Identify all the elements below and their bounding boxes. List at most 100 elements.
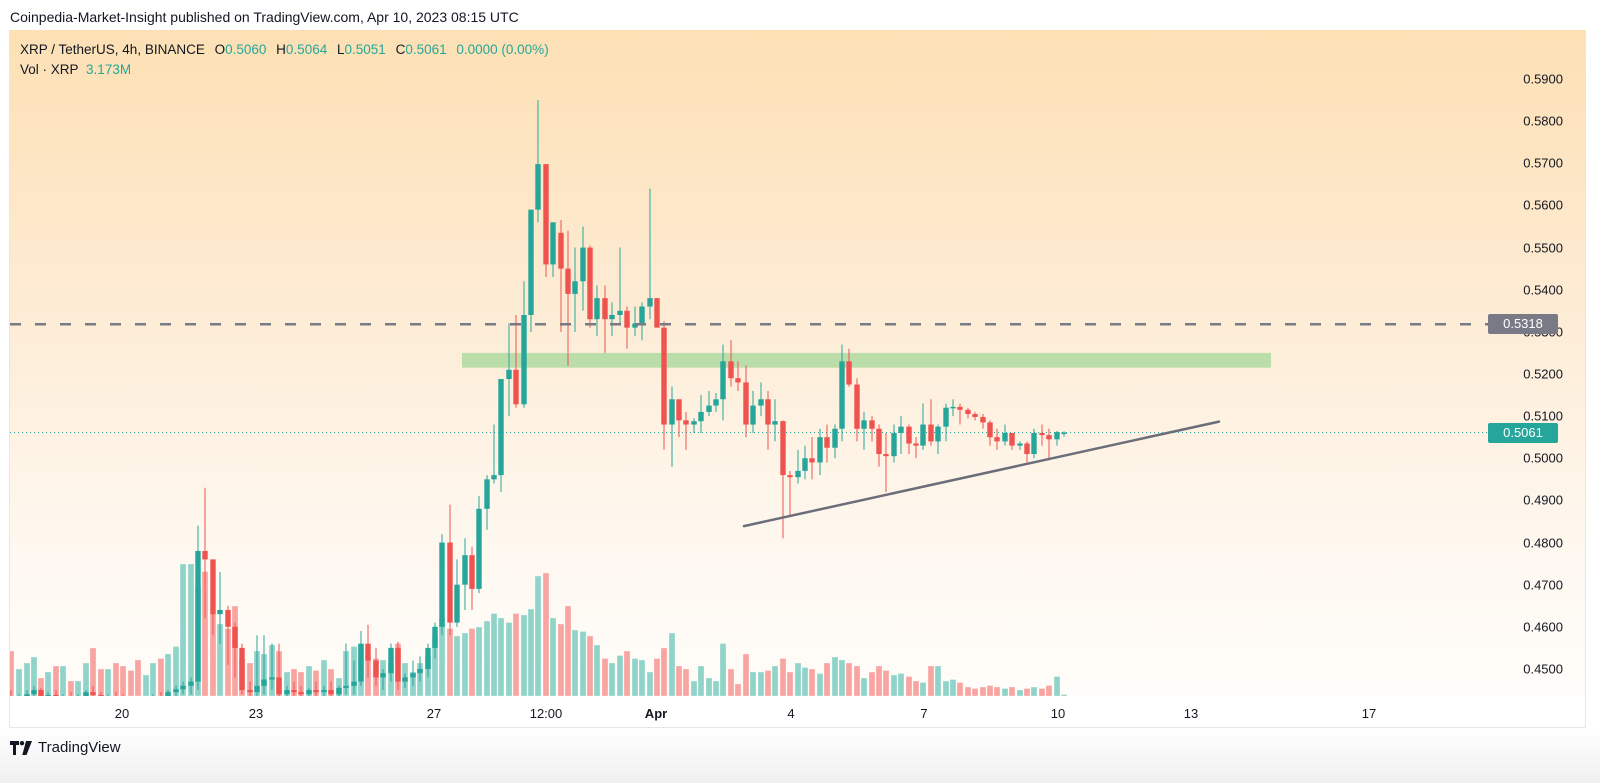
volume-bar: [1038, 688, 1046, 696]
change-value: 0.0000 (0.00%): [456, 42, 549, 57]
volume-bar: [483, 620, 491, 696]
candle-body-down: [735, 378, 741, 383]
symbol-label[interactable]: XRP / TetherUS, 4h, BINANCE: [20, 42, 205, 57]
volume-bar: [520, 614, 528, 696]
candle-body-down: [225, 609, 231, 627]
candle-body-up: [528, 209, 534, 315]
volume-bar: [446, 628, 454, 696]
time-axis[interactable]: [10, 696, 1585, 727]
candle-body-up: [476, 508, 482, 589]
time-tick-label: 4: [787, 706, 795, 721]
candle-body-down: [780, 421, 786, 476]
volume-bar: [675, 665, 683, 696]
volume-bar: [593, 644, 601, 696]
candle-body-up: [498, 379, 504, 476]
candle-body-up: [832, 428, 838, 448]
candle-body-down: [765, 399, 771, 425]
volume-bar: [571, 629, 579, 696]
volume-bar: [37, 677, 45, 696]
candle-body-down: [654, 298, 660, 328]
volume-bar: [964, 686, 972, 696]
candle-body-up: [669, 399, 675, 425]
candle-body-up: [535, 164, 541, 210]
candle-body-up: [462, 555, 468, 585]
volume-bar: [742, 653, 750, 696]
candle-body-down: [1039, 432, 1045, 436]
price-pane[interactable]: XRP / TetherUS, 4h, BINANCE O0.5060 H0.5…: [10, 30, 1488, 696]
candle-body-up: [188, 681, 194, 686]
candle-body-up: [920, 424, 926, 446]
volume-bar: [104, 668, 112, 696]
volume-bar: [1016, 689, 1024, 696]
candle-body-up: [306, 690, 312, 695]
candle-body-up: [594, 298, 600, 320]
volume-bar: [727, 668, 735, 696]
volume-bar: [74, 680, 82, 696]
volume-bar: [564, 605, 572, 696]
volume-label[interactable]: Vol · XRP: [20, 62, 79, 77]
candle-body-down: [824, 437, 830, 448]
candle-body-up: [720, 361, 726, 400]
volume-bar: [631, 658, 639, 696]
volume-bar: [164, 653, 172, 696]
volume-bar: [1001, 688, 1009, 696]
volume-bar: [475, 626, 483, 696]
volume-bar: [823, 662, 831, 696]
candle-body-down: [565, 268, 571, 294]
candle-body-down: [972, 414, 978, 417]
candle-body-up: [572, 281, 578, 294]
volume-bar: [142, 674, 150, 696]
candle-body-up: [343, 685, 349, 688]
candle-body-down: [447, 542, 453, 623]
candle-body-down: [809, 458, 815, 463]
time-tick-label: 7: [920, 706, 928, 721]
candle-body-down: [53, 695, 59, 696]
candle-body-up: [1031, 432, 1037, 455]
volume-bar: [246, 662, 254, 696]
candle-body-up: [580, 247, 586, 282]
volume-bar: [579, 631, 587, 696]
price-tick-label: 0.4800: [1523, 535, 1563, 551]
volume-bar: [453, 635, 461, 696]
price-axis[interactable]: USDT 0.59000.58000.57000.56000.55000.540…: [1488, 30, 1585, 696]
volume-bar: [616, 655, 624, 696]
time-tick-label: 10: [1050, 706, 1066, 721]
open-value: 0.5060: [225, 42, 267, 57]
volume-bar: [297, 671, 305, 696]
chart-container[interactable]: XRP / TetherUS, 4h, BINANCE O0.5060 H0.5…: [9, 30, 1586, 728]
volume-bar: [801, 667, 809, 696]
price-tick-label: 0.5200: [1523, 366, 1563, 382]
candle-body-up: [358, 643, 364, 682]
volume-bar: [608, 662, 616, 696]
candle-body-down: [994, 437, 1000, 442]
volume-bar: [534, 575, 542, 696]
volume-bar: [1008, 686, 1016, 696]
chart-legend: XRP / TetherUS, 4h, BINANCE O0.5060 H0.5…: [20, 40, 549, 80]
candle-body-up: [380, 673, 386, 678]
candlestick-chart[interactable]: [10, 30, 1488, 696]
candle-body-down: [876, 428, 882, 455]
candle-body-up: [772, 421, 778, 425]
volume-bar: [542, 572, 550, 696]
candle-body-down: [980, 416, 986, 423]
candle-body-down: [728, 361, 734, 379]
volume-bar: [134, 659, 142, 696]
candle-body-up: [506, 369, 512, 380]
candle-body-up: [484, 479, 490, 509]
volume-bar: [15, 668, 23, 696]
volume-bar: [808, 668, 816, 696]
candle-body-up: [891, 432, 897, 457]
footer: TradingView: [0, 728, 1600, 783]
volume-bar: [771, 665, 779, 696]
candle-body-up: [336, 687, 342, 695]
volume-bar: [89, 647, 97, 696]
volume-bar: [653, 658, 661, 696]
candle-body-down: [965, 409, 971, 415]
volume-bar: [838, 659, 846, 696]
candle-body-down: [395, 647, 401, 682]
tradingview-brand[interactable]: TradingView: [10, 739, 121, 756]
candle-body-down: [846, 361, 852, 385]
candle-body-down: [683, 420, 689, 425]
volume-bar: [868, 671, 876, 696]
volume-row: Vol · XRP 3.173M: [20, 60, 549, 80]
